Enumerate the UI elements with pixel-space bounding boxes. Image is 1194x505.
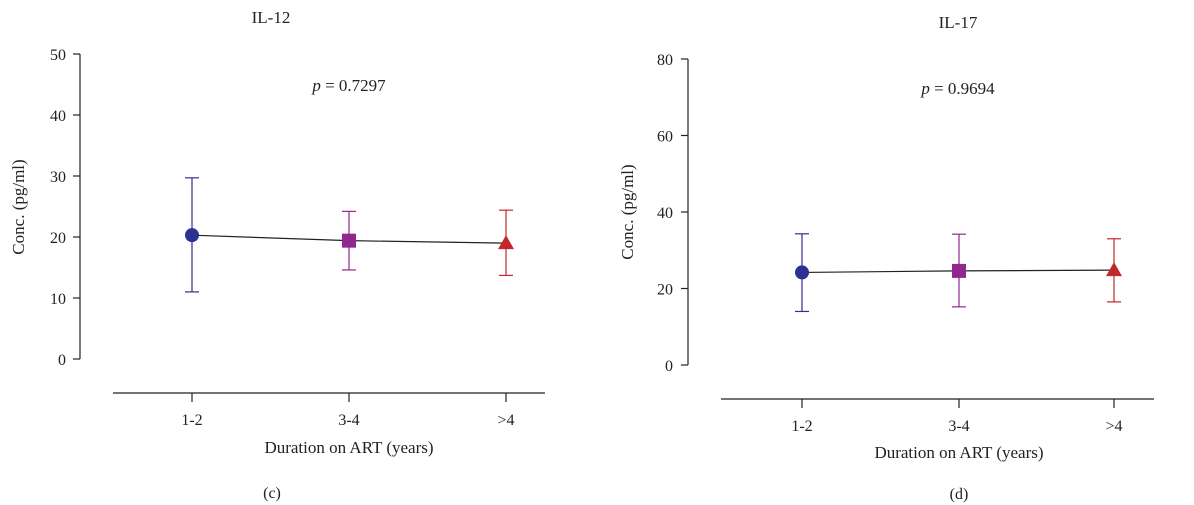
p-value: 0.7297 bbox=[339, 76, 386, 95]
p-equals: = bbox=[934, 79, 944, 98]
p-equals: = bbox=[325, 76, 335, 95]
x-tick-label: 3-4 bbox=[948, 418, 969, 435]
y-tick-label: 0 bbox=[665, 358, 673, 375]
y-tick-label: 50 bbox=[50, 47, 66, 64]
p-symbol: p bbox=[311, 76, 321, 95]
y-tick-label: 40 bbox=[50, 108, 66, 125]
chart-title: IL-12 bbox=[252, 8, 291, 27]
chart-panel-d: IL-17 p = 0.9694 0 20 40 60 80 1-2 3-4 >4 Conc… bbox=[618, 13, 1154, 503]
x-axis-label: Duration on ART (years) bbox=[874, 443, 1043, 462]
panel-label: (d) bbox=[950, 486, 969, 503]
y-tick-label: 0 bbox=[58, 352, 66, 369]
x-axis: 1-2 3-4 >4 bbox=[721, 398, 1154, 435]
chart-panel-c: IL-12 p = 0.7297 0 10 20 30 40 50 1-2 3-4 >4 Co… bbox=[9, 8, 545, 502]
data-point-triangle bbox=[1106, 262, 1122, 277]
x-tick-label: 3-4 bbox=[338, 412, 359, 429]
p-value: 0.9694 bbox=[948, 79, 995, 98]
y-axis-label: Conc. (pg/ml) bbox=[618, 164, 637, 259]
y-tick-label: 20 bbox=[50, 230, 66, 247]
x-tick-label: >4 bbox=[497, 412, 514, 429]
data-point-circle bbox=[185, 228, 199, 243]
data-point-circle bbox=[795, 265, 809, 280]
y-tick-label: 30 bbox=[50, 169, 66, 186]
data-point-triangle bbox=[498, 235, 514, 250]
chart-title: IL-17 bbox=[939, 13, 978, 32]
y-tick-label: 10 bbox=[50, 291, 66, 308]
p-symbol: p bbox=[920, 79, 930, 98]
p-value-annotation: p = 0.7297 bbox=[311, 76, 386, 95]
panel-label: (c) bbox=[263, 485, 281, 502]
x-tick-label: >4 bbox=[1105, 418, 1122, 435]
data-marks bbox=[795, 233, 1122, 313]
p-value-annotation: p = 0.9694 bbox=[920, 79, 995, 98]
x-axis-label: Duration on ART (years) bbox=[264, 438, 433, 457]
data-marks bbox=[185, 177, 514, 293]
y-axis: 0 10 20 30 40 50 bbox=[50, 47, 81, 369]
y-tick-label: 40 bbox=[657, 205, 673, 222]
y-tick-label: 20 bbox=[657, 282, 673, 299]
x-axis: 1-2 3-4 >4 bbox=[113, 392, 545, 429]
data-point-square bbox=[952, 263, 966, 278]
y-axis: 0 20 40 60 80 bbox=[657, 52, 689, 375]
y-axis-label: Conc. (pg/ml) bbox=[9, 159, 28, 254]
x-tick-label: 1-2 bbox=[791, 418, 812, 435]
data-point-square bbox=[342, 233, 356, 248]
y-tick-label: 60 bbox=[657, 129, 673, 146]
y-tick-label: 80 bbox=[657, 52, 673, 69]
x-tick-label: 1-2 bbox=[181, 412, 202, 429]
